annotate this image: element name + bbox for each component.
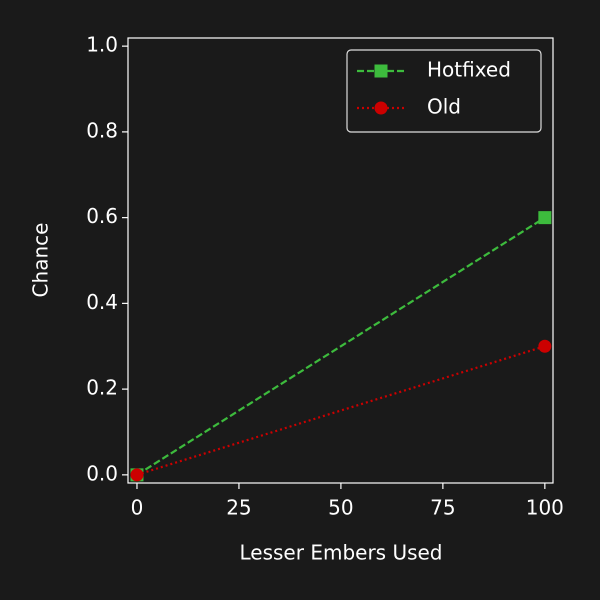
data-point <box>538 339 552 353</box>
x-tick-label: 75 <box>430 496 455 520</box>
y-tick-label: 0.4 <box>86 290 118 314</box>
series-line <box>136 345 546 476</box>
legend-label: Hotfixed <box>427 58 511 82</box>
plot-frame <box>127 37 554 484</box>
x-tick-label: 0 <box>131 496 144 520</box>
legend-box <box>346 49 542 133</box>
x-tick-label: 25 <box>226 496 251 520</box>
x-axis-label: Lesser Embers Used <box>240 541 443 565</box>
y-tick-label: 0.6 <box>86 204 118 228</box>
series-line <box>136 216 546 476</box>
y-tick-label: 0.2 <box>86 376 118 400</box>
legend-label: Old <box>427 95 461 119</box>
y-axis-label: Chance <box>29 223 53 298</box>
y-tick-label: 1.0 <box>86 33 118 57</box>
x-tick-label: 100 <box>526 496 564 520</box>
y-tick-label: 0.0 <box>86 461 118 485</box>
data-point <box>538 211 552 225</box>
y-tick-label: 0.8 <box>86 118 118 142</box>
data-point <box>130 468 144 482</box>
x-tick-label: 50 <box>328 496 353 520</box>
legend-marker <box>374 101 388 115</box>
legend-marker <box>374 64 388 78</box>
